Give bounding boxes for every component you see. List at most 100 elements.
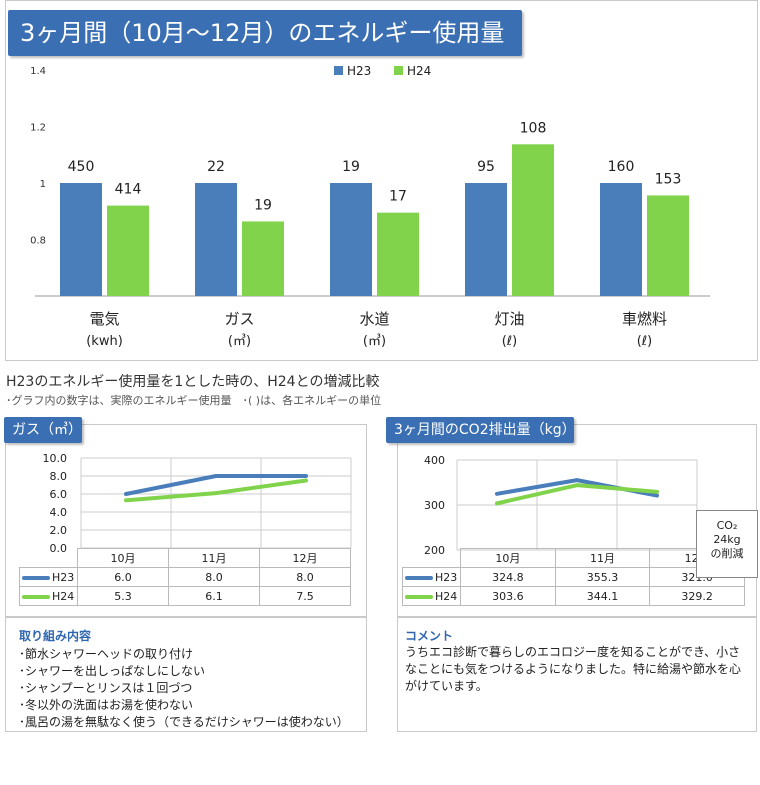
y-tick-label: 300	[424, 499, 445, 512]
y-tick-label: 6.0	[50, 488, 68, 501]
y-tick-label: 0.8	[30, 236, 46, 247]
data-cell: 8.0	[168, 567, 260, 587]
month-label: 12月	[259, 548, 351, 568]
y-tick-label: 1.4	[30, 66, 46, 77]
bar-h23	[60, 183, 102, 296]
legend-swatch-h24	[22, 594, 50, 599]
gas-data-table: 10月 11月 12月 H23 6.0 8.0 8.0 H24 5.3 6.1 …	[19, 548, 351, 606]
unit-label: (ℓ)	[637, 334, 653, 349]
data-label: 19	[254, 197, 272, 213]
bar-h24	[377, 212, 419, 296]
data-label: 108	[520, 120, 547, 136]
category-label: 灯油	[494, 310, 524, 328]
co2-row-h24: H24 303.6 344.1 329.2	[402, 586, 745, 606]
gas-row-h24: H24 5.3 6.1 7.5	[19, 586, 351, 606]
bar-h23	[465, 183, 507, 296]
co2-panel-title: 3ヶ月間のCO2排出量（kg）	[386, 417, 576, 443]
y-tick-label: 10.0	[43, 452, 68, 465]
bar-h23	[330, 183, 372, 296]
data-label: 160	[608, 159, 635, 175]
bar-h24	[647, 195, 689, 296]
series-line-h24	[495, 483, 659, 506]
energy-bar-chart: 1.4 1.2 1 0.8 450 414 電気 (kwh) 22 19 ガス (㎥) 19 17 水道 (㎥…	[30, 64, 710, 349]
legend-label: H23	[347, 64, 371, 78]
comment-text: うちエコ診断で暮らしのエコロジー度を知ることができ、小さなことにも気をつけるよう…	[405, 645, 742, 693]
y-tick-label: 400	[424, 454, 445, 467]
y-tick-label: 4.0	[50, 506, 68, 519]
series-name: H24	[435, 589, 458, 603]
legend-swatch-h24	[394, 66, 403, 75]
unit-label: (kwh)	[86, 334, 123, 349]
co2-table-header: 10月 11月 12月	[402, 548, 745, 568]
efforts-list: ･節水シャワーヘッドの取り付け ･シャワーを出しっぱなしにしない ･シャンプーと…	[19, 646, 349, 731]
main-title: 3ヶ月間（10月〜12月）のエネルギー使用量	[8, 10, 522, 56]
data-cell: 8.0	[259, 567, 351, 587]
co2-callout-line2: 24kg	[713, 533, 741, 546]
data-cell: 344.1	[554, 586, 651, 606]
list-item: ･風呂の湯を無駄なく使う（できるだけシャワーは使わない）	[19, 715, 349, 729]
legend-swatch-h23	[22, 575, 50, 580]
data-cell: 6.0	[77, 567, 169, 587]
y-tick-label: 2.0	[50, 524, 68, 537]
data-cell: 7.5	[259, 586, 351, 606]
efforts-title: 取り組み内容	[19, 629, 92, 643]
list-item: ･シャワーを出しっぱなしにしない	[19, 664, 206, 678]
unit-label: (ℓ)	[502, 334, 518, 349]
category-label: ガス	[224, 310, 254, 328]
bar-h24	[107, 205, 149, 296]
data-label: 19	[342, 159, 360, 175]
efforts-panel-frame	[5, 617, 367, 732]
comment-panel-frame	[397, 617, 757, 732]
unit-note: ･グラフ内の数字は、実際のエネルギー使用量 ･( )は、各エネルギーの単位	[6, 394, 382, 407]
bar-h23	[195, 183, 237, 296]
unit-label: (㎥)	[363, 334, 386, 349]
series-line-h23	[124, 474, 308, 496]
bar-h24	[512, 144, 554, 296]
series-name: H23	[52, 570, 75, 584]
month-label: 11月	[554, 548, 651, 568]
data-cell: 324.8	[460, 567, 556, 587]
y-tick-label: 8.0	[50, 470, 68, 483]
category-label: 水道	[359, 310, 389, 328]
gas-panel-title: ガス（㎥）	[4, 417, 82, 443]
legend-swatch-h23	[405, 575, 433, 580]
legend-label: H24	[407, 64, 431, 78]
comment-title: コメント	[405, 629, 454, 643]
series-name: H24	[52, 589, 75, 603]
list-item: ･冬以外の洗面はお湯を使わない	[19, 698, 194, 712]
data-cell: 303.6	[460, 586, 556, 606]
list-item: ･節水シャワーヘッドの取り付け	[19, 647, 194, 661]
unit-label: (㎥)	[228, 334, 251, 349]
co2-data-table: 10月 11月 12月 H23 324.8 355.3 321.0 H24 30…	[402, 548, 745, 606]
co2-row-h23: H23 324.8 355.3 321.0	[402, 567, 745, 587]
bar-h23	[600, 183, 642, 296]
data-label: 22	[207, 159, 225, 175]
legend-swatch-h23	[334, 66, 343, 75]
data-cell: 355.3	[554, 567, 651, 587]
data-label: 414	[115, 182, 142, 198]
data-label: 17	[389, 189, 407, 205]
data-label: 95	[477, 159, 495, 175]
gas-row-h23: H23 6.0 8.0 8.0	[19, 567, 351, 587]
gas-table-header: 10月 11月 12月	[19, 548, 351, 568]
data-label: 153	[655, 171, 682, 187]
data-cell: 5.3	[77, 586, 169, 606]
co2-callout-line1: CO₂	[716, 519, 738, 532]
main-chart-frame	[5, 0, 758, 361]
data-cell: 6.1	[168, 586, 260, 606]
y-tick-label: 1	[40, 179, 46, 190]
y-tick-label: 1.2	[30, 123, 46, 134]
comparison-note: H23のエネルギー使用量を1とした時の、H24との増減比較	[6, 374, 380, 390]
series-line-h24	[124, 478, 308, 503]
list-item: ･シャンプーとリンスは１回づつ	[19, 681, 193, 695]
series-name: H23	[435, 570, 458, 584]
co2-callout-line3: の削減	[710, 547, 744, 560]
category-label: 車燃料	[622, 310, 667, 328]
month-label: 10月	[77, 548, 169, 568]
bar-h24	[242, 221, 284, 296]
co2-reduction-callout: CO₂ 24kg の削減	[696, 510, 758, 578]
category-label: 電気	[89, 310, 119, 328]
legend-swatch-h24	[405, 594, 433, 599]
series-line-h23	[495, 478, 659, 498]
month-label: 10月	[460, 548, 556, 568]
